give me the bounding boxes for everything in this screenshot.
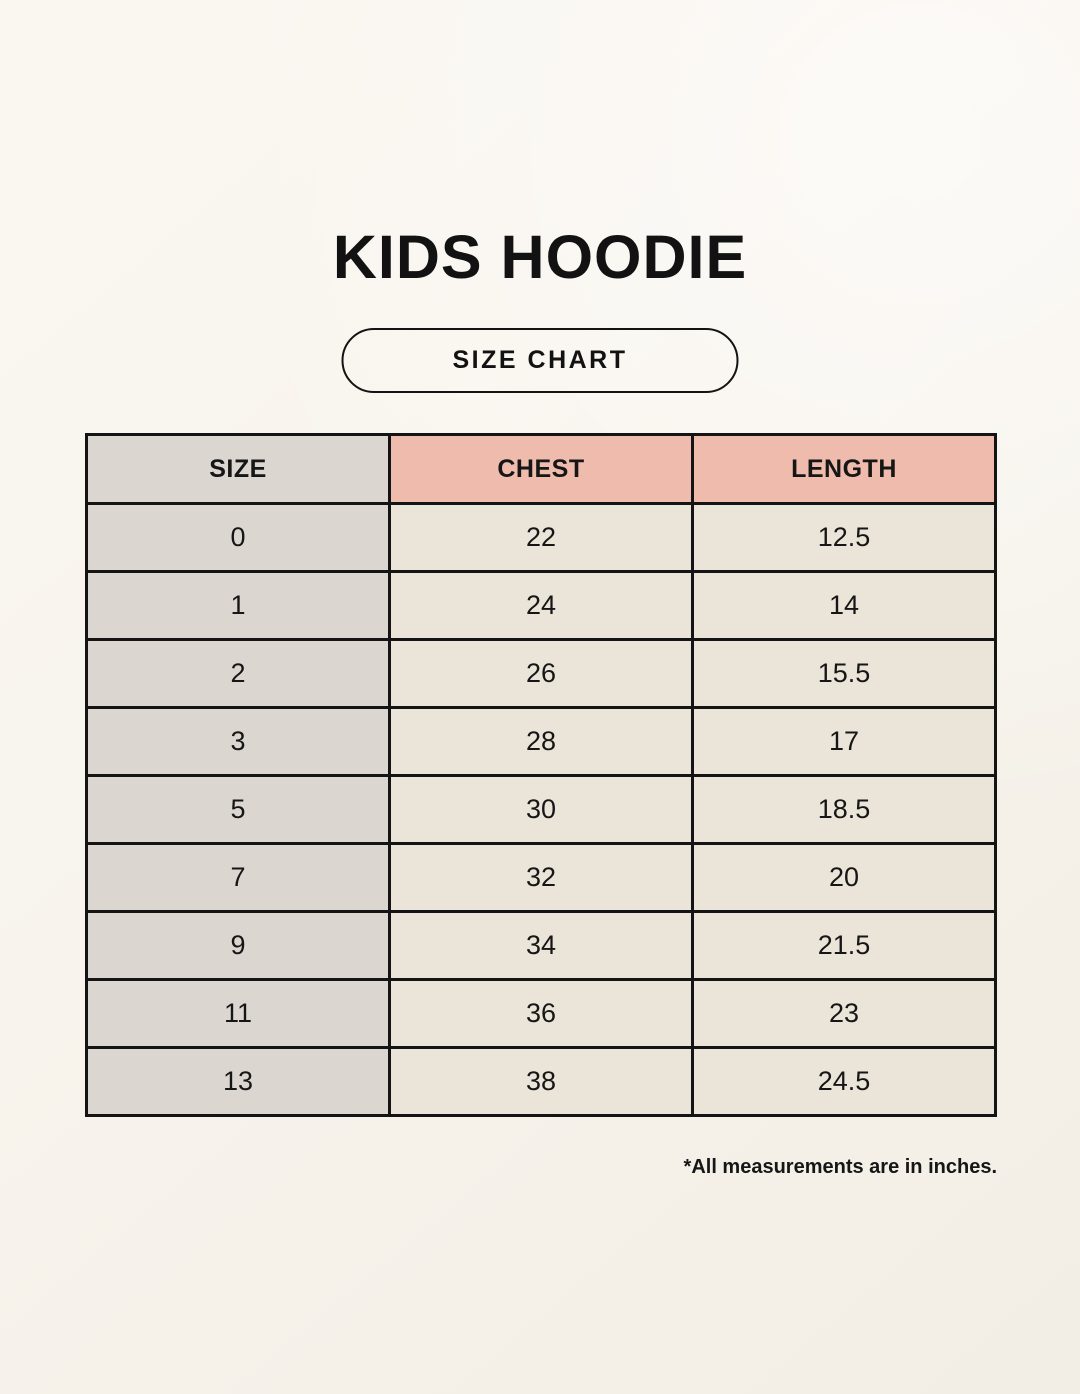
length-cell: 21.5	[691, 910, 997, 981]
chest-cell: 36	[388, 978, 694, 1049]
size-cell: 5	[85, 774, 391, 845]
chest-cell: 28	[388, 706, 694, 777]
table-row: 13 38 24.5	[85, 1046, 997, 1117]
chest-cell: 24	[388, 570, 694, 641]
measurements-footnote: *All measurements are in inches.	[683, 1156, 997, 1178]
length-cell: 17	[691, 706, 997, 777]
size-table: SIZE CHEST LENGTH 0 22 12.5 1 24 14 2	[85, 433, 997, 1117]
column-header-chest: CHEST	[388, 433, 694, 505]
table-row: 3 28 17	[85, 706, 997, 777]
table-row: 1 24 14	[85, 570, 997, 641]
column-header-size: SIZE	[85, 433, 391, 505]
table-row: 11 36 23	[85, 978, 997, 1049]
length-cell: 14	[691, 570, 997, 641]
size-cell: 11	[85, 978, 391, 1049]
size-cell: 1	[85, 570, 391, 641]
column-header-length: LENGTH	[691, 433, 997, 505]
size-table-container: SIZE CHEST LENGTH 0 22 12.5 1 24 14 2	[85, 433, 997, 1117]
size-chart-badge-label: SIZE CHART	[452, 346, 628, 374]
table-row: 0 22 12.5	[85, 502, 997, 573]
chest-cell: 26	[388, 638, 694, 709]
chest-cell: 34	[388, 910, 694, 981]
size-cell: 3	[85, 706, 391, 777]
chest-cell: 32	[388, 842, 694, 913]
table-row: 5 30 18.5	[85, 774, 997, 845]
length-cell: 15.5	[691, 638, 997, 709]
page-title: KIDS HOODIE	[332, 223, 748, 291]
size-chart-badge: SIZE CHART	[341, 328, 739, 393]
length-cell: 12.5	[691, 502, 997, 573]
chest-cell: 30	[388, 774, 694, 845]
table-row: 9 34 21.5	[85, 910, 997, 981]
chest-cell: 22	[388, 502, 694, 573]
table-row: 2 26 15.5	[85, 638, 997, 709]
size-cell: 7	[85, 842, 391, 913]
table-header-row: SIZE CHEST LENGTH	[85, 433, 997, 505]
length-cell: 23	[691, 978, 997, 1049]
size-cell: 0	[85, 502, 391, 573]
table-row: 7 32 20	[85, 842, 997, 913]
length-cell: 24.5	[691, 1046, 997, 1117]
size-cell: 9	[85, 910, 391, 981]
length-cell: 20	[691, 842, 997, 913]
size-cell: 13	[85, 1046, 391, 1117]
chest-cell: 38	[388, 1046, 694, 1117]
length-cell: 18.5	[691, 774, 997, 845]
size-cell: 2	[85, 638, 391, 709]
